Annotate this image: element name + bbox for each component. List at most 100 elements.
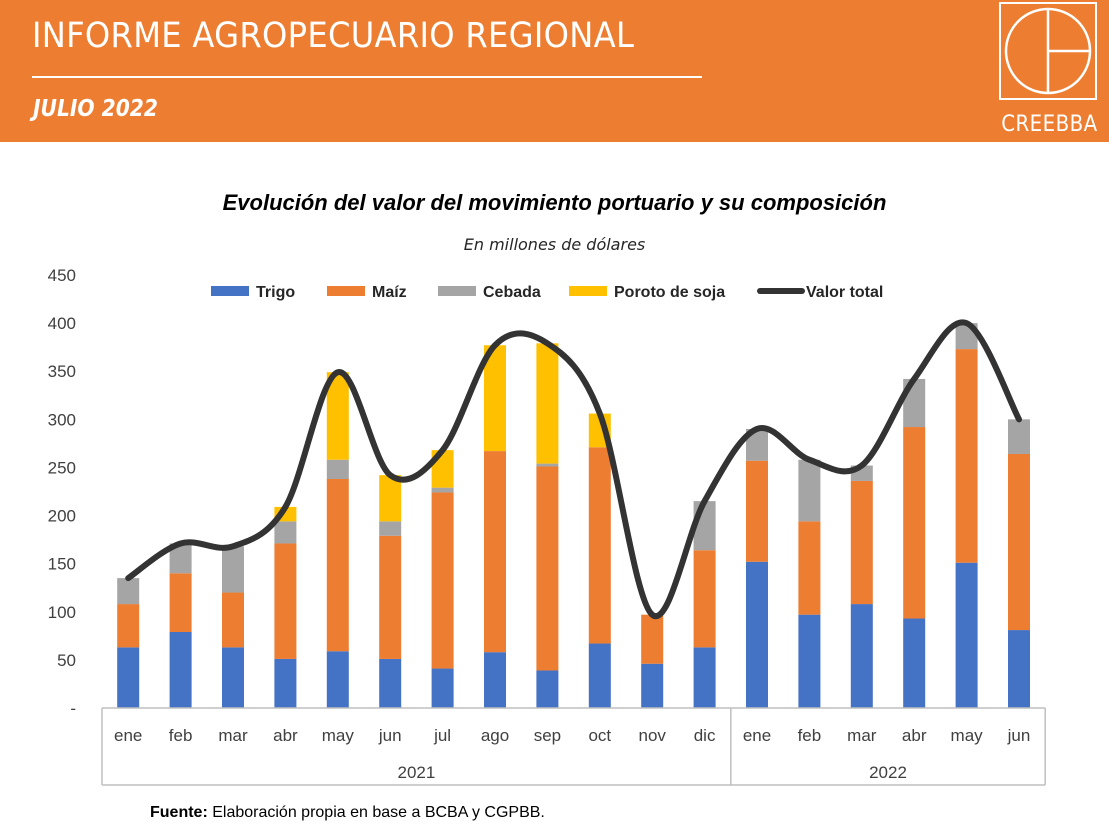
x-tick-label: jul (433, 726, 451, 745)
report-title: INFORME AGROPECUARIO REGIONAL (32, 16, 635, 56)
bar-poroto-de-soja-5 (379, 475, 402, 522)
bar-ma-z-1 (169, 573, 192, 632)
bar-ma-z-16 (955, 349, 978, 563)
logo-text: CREEBBA (1001, 112, 1098, 137)
x-tick-label: oct (588, 726, 611, 745)
bar-ma-z-10 (641, 614, 664, 664)
x-tick-label: ago (481, 726, 509, 745)
bar-trigo-3 (274, 658, 297, 708)
bar-ma-z-2 (222, 592, 244, 648)
x-tick-label: ene (114, 726, 142, 745)
bar-trigo-16 (955, 562, 978, 708)
y-tick-label: 50 (57, 651, 76, 670)
x-tick-label: jun (378, 726, 402, 745)
bar-ma-z-6 (431, 492, 454, 669)
bar-cebada-17 (1008, 419, 1030, 454)
legend-label: Poroto de soja (614, 284, 725, 301)
bar-trigo-13 (798, 614, 821, 708)
legend-swatch-1 (327, 286, 365, 296)
bar-trigo-11 (693, 647, 716, 708)
bar-trigo-12 (746, 561, 768, 708)
bar-cebada-1 (169, 543, 192, 574)
y-tick-label: 100 (48, 603, 76, 622)
total-value-line (125, 319, 1022, 620)
x-tick-label: feb (169, 726, 193, 745)
bar-ma-z-7 (484, 451, 506, 653)
chart-subtitle: En millones de dólares (463, 235, 646, 254)
x-tick-label: dic (694, 726, 716, 745)
bar-cebada-6 (431, 487, 454, 493)
bar-trigo-0 (117, 647, 140, 708)
bar-trigo-7 (484, 652, 506, 708)
legend-swatch-3 (569, 286, 607, 296)
legend-label: Maíz (372, 284, 407, 301)
y-tick-label: 150 (48, 555, 76, 574)
y-tick-label: 350 (48, 362, 76, 381)
bar-trigo-1 (169, 631, 192, 708)
bar-cebada-4 (326, 459, 349, 479)
bar-trigo-5 (379, 658, 402, 708)
bar-ma-z-13 (798, 521, 821, 615)
bar-ma-z-3 (274, 543, 297, 659)
bar-ma-z-0 (117, 604, 140, 648)
bar-ma-z-17 (1008, 453, 1030, 631)
bar-ma-z-8 (536, 466, 559, 671)
legend-swatch-0 (211, 286, 249, 296)
x-tick-label: may (951, 726, 984, 745)
bar-ma-z-12 (746, 460, 768, 562)
report-header: INFORME AGROPECUARIO REGIONAL JULIO 2022… (0, 0, 1109, 142)
bar-poroto-de-soja-4 (326, 372, 349, 460)
chart-title: Evolución del valor del movimiento portu… (222, 190, 887, 215)
bar-trigo-4 (326, 651, 349, 708)
bar-ma-z-11 (693, 550, 716, 648)
report-date: JULIO 2022 (33, 96, 158, 122)
stacked-bar-chart: - 50 100 150 200 250 300 350 400 450 2021 2022 ene fe… (48, 266, 1046, 786)
y-tick-label: 200 (48, 507, 76, 526)
y-tick-label: 400 (48, 314, 76, 333)
source-note: Fuente: Elaboración propia en base a BCB… (150, 804, 545, 822)
bar-cebada-12 (746, 428, 768, 461)
x-group-label: 2021 (397, 763, 435, 782)
x-tick-label: may (322, 726, 355, 745)
bar-cebada-0 (117, 578, 140, 605)
bar-trigo-2 (222, 647, 244, 708)
legend-label: Cebada (483, 284, 541, 301)
bar-ma-z-4 (326, 478, 349, 652)
x-tick-label: ene (743, 726, 771, 745)
bar-ma-z-9 (588, 447, 611, 644)
bar-trigo-6 (431, 668, 454, 708)
bar-ma-z-15 (903, 427, 926, 619)
bar-ma-z-5 (379, 535, 402, 659)
bar-trigo-14 (850, 604, 873, 708)
x-tick-label: sep (534, 726, 561, 745)
bar-cebada-2 (222, 546, 244, 593)
bar-trigo-17 (1008, 630, 1030, 708)
x-tick-label: abr (273, 726, 298, 745)
bar-cebada-13 (798, 459, 821, 522)
bar-poroto-de-soja-8 (536, 343, 559, 464)
source-label: Fuente: (150, 804, 208, 821)
source-text: Elaboración propia en base a BCBA y CGPB… (207, 804, 545, 821)
bar-cebada-5 (379, 521, 402, 536)
creebba-logo-icon (999, 2, 1097, 100)
x-tick-label: feb (798, 726, 822, 745)
bar-poroto-de-soja-7 (484, 345, 506, 452)
header-divider (32, 76, 702, 78)
bar-trigo-10 (641, 663, 664, 708)
bar-cebada-8 (536, 463, 559, 467)
x-tick-label: nov (638, 726, 666, 745)
y-tick-label: 300 (48, 410, 76, 429)
legend-label: Trigo (256, 284, 295, 301)
x-tick-label: mar (847, 726, 877, 745)
y-tick-label: 450 (48, 266, 76, 285)
x-group-label: 2022 (869, 763, 907, 782)
y-tick-label: 250 (48, 458, 76, 477)
bar-ma-z-14 (850, 480, 873, 605)
bar-trigo-8 (536, 670, 559, 708)
bar-trigo-15 (903, 618, 926, 708)
bar-trigo-9 (588, 643, 611, 708)
y-tick-label: - (70, 699, 76, 718)
legend-swatch-2 (438, 286, 476, 296)
x-tick-label: jun (1007, 726, 1031, 745)
legend-label: Valor total (806, 284, 883, 301)
